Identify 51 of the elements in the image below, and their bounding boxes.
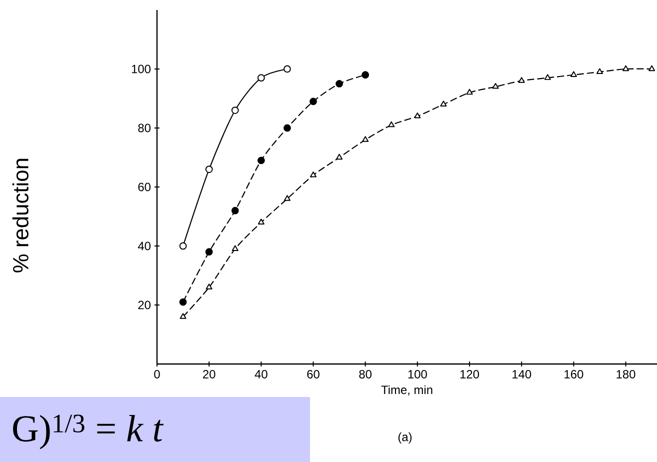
point [205,166,213,173]
point [180,313,186,319]
x-tick-label: 120 [460,370,480,378]
y-axis-title: % reduction [12,158,28,272]
x-tick-label: 20 [203,370,216,378]
x-tick-label: 60 [307,370,320,378]
point [414,112,421,118]
x-tick-label: 100 [408,370,427,378]
x-tick-label: 40 [254,370,268,378]
x-tick-label: 160 [564,370,584,378]
point [466,88,473,95]
point [362,136,369,142]
point [179,242,187,250]
point [258,218,264,224]
point [518,77,525,83]
point [232,245,238,252]
point [544,74,551,80]
point [231,206,239,214]
point [231,106,239,114]
point [284,124,291,132]
point [179,298,187,306]
point [388,121,395,128]
x-tick-label: 140 [512,370,532,378]
point [205,248,213,256]
text: G)$^{1/3}$ = k t [13,414,164,450]
point [492,82,499,89]
point [310,171,317,178]
point [257,74,265,82]
y-tick-label: 100 [132,64,151,74]
point [440,100,447,106]
point [362,71,370,79]
point [310,98,317,106]
x-axis-title: Time, min [381,385,432,396]
x-tick-label: 180 [616,370,636,378]
point [622,65,630,72]
point [336,154,343,160]
point [257,156,265,164]
point [336,80,343,88]
y-tick-label: 20 [138,300,151,310]
point [284,65,291,73]
point [284,195,290,201]
x-tick-label: 0 [154,370,160,378]
point [570,71,577,77]
point [206,284,212,290]
y-tick-label: 40 [138,242,151,250]
text: (a) [398,432,412,444]
y-tick-label: 60 [138,182,151,192]
x-tick-label: 80 [359,370,372,378]
y-tick-label: 80 [138,124,151,132]
point [596,68,603,74]
point [648,65,656,72]
